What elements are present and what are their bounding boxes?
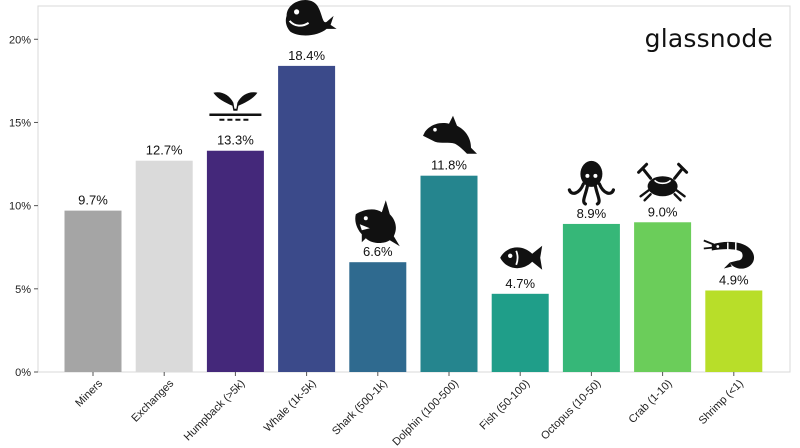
y-tick-label: 0%: [15, 367, 31, 379]
data-label: 9.0%: [648, 204, 678, 219]
dolphin-icon: [423, 115, 477, 154]
fish-icon: [500, 245, 543, 270]
data-label: 6.6%: [363, 244, 393, 259]
glassnode-logo: glassnode: [645, 24, 773, 53]
x-tick-label: Miners: [73, 377, 105, 409]
x-tick-label: Exchanges: [129, 377, 176, 424]
data-label: 18.4%: [288, 48, 325, 63]
y-tick-label: 5%: [15, 284, 31, 296]
data-label: 9.7%: [78, 193, 108, 208]
value-labels: 9.7% 12.7% 13.3% 18.4% 6.6% 11.8% 4.7% 8.9% 9.0%…: [78, 48, 749, 291]
octopus-icon: [567, 160, 616, 206]
x-tick-label: Crab (1-10): [626, 378, 674, 426]
bar-exchanges: [135, 160, 193, 372]
bar-octopus: [562, 223, 620, 372]
x-tick-label: Fish (50-100): [478, 378, 533, 433]
bar-whale: [278, 65, 336, 373]
data-label: 12.7%: [146, 143, 183, 158]
bar-dolphin: [420, 175, 478, 372]
x-tick-label: Shark (500-1k): [330, 378, 390, 438]
x-axis: Miners Exchanges Humpback (>5k) Whale (1k-5…: [73, 372, 746, 448]
bar-miners: [64, 210, 122, 372]
shark-icon: [355, 200, 400, 247]
data-label: 11.8%: [431, 158, 467, 173]
data-label: 4.7%: [505, 276, 535, 291]
bars: [64, 65, 763, 373]
y-tick-label: 15%: [9, 117, 31, 129]
whale-icon: [285, 0, 337, 36]
humpback-tail-icon: [209, 92, 262, 121]
plot-frame: [37, 5, 791, 373]
y-tick-label: 20%: [9, 34, 31, 46]
bar-crab: [634, 222, 692, 372]
bar-humpback: [206, 150, 264, 372]
x-tick-label: Dolphin (100-500): [390, 378, 461, 448]
crab-icon: [637, 162, 689, 202]
icons: [209, 0, 755, 270]
y-tick-label: 10%: [9, 201, 31, 213]
data-label: 13.3%: [217, 133, 254, 148]
bar-shrimp: [705, 290, 763, 372]
y-axis: 0% 5% 10% 15% 20%: [9, 34, 38, 379]
bar-shark: [349, 262, 407, 372]
data-label: 8.9%: [577, 206, 607, 221]
x-tick-label: Whale (1k-5k): [262, 378, 319, 435]
x-tick-label: Humpback (>5k): [182, 378, 248, 444]
x-tick-label: Octopus (10-50): [539, 378, 604, 443]
bar-fish: [491, 293, 549, 372]
shrimp-icon: [703, 239, 755, 269]
data-label: 4.9%: [719, 272, 749, 287]
x-tick-label: Shrimp (<1): [697, 378, 746, 427]
